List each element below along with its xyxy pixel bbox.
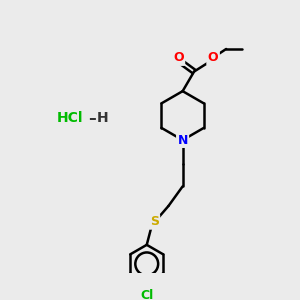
Text: O: O [173, 52, 184, 64]
Text: H: H [97, 111, 108, 125]
Text: –: – [88, 111, 95, 126]
Text: Cl: Cl [140, 289, 153, 300]
Text: N: N [178, 134, 188, 147]
Text: O: O [173, 52, 184, 64]
Text: HCl: HCl [56, 111, 83, 125]
Text: O: O [208, 52, 218, 64]
Text: Cl: Cl [140, 289, 153, 300]
Text: S: S [150, 215, 159, 228]
Text: O: O [208, 52, 218, 64]
Text: S: S [150, 215, 159, 228]
Text: N: N [178, 134, 188, 147]
